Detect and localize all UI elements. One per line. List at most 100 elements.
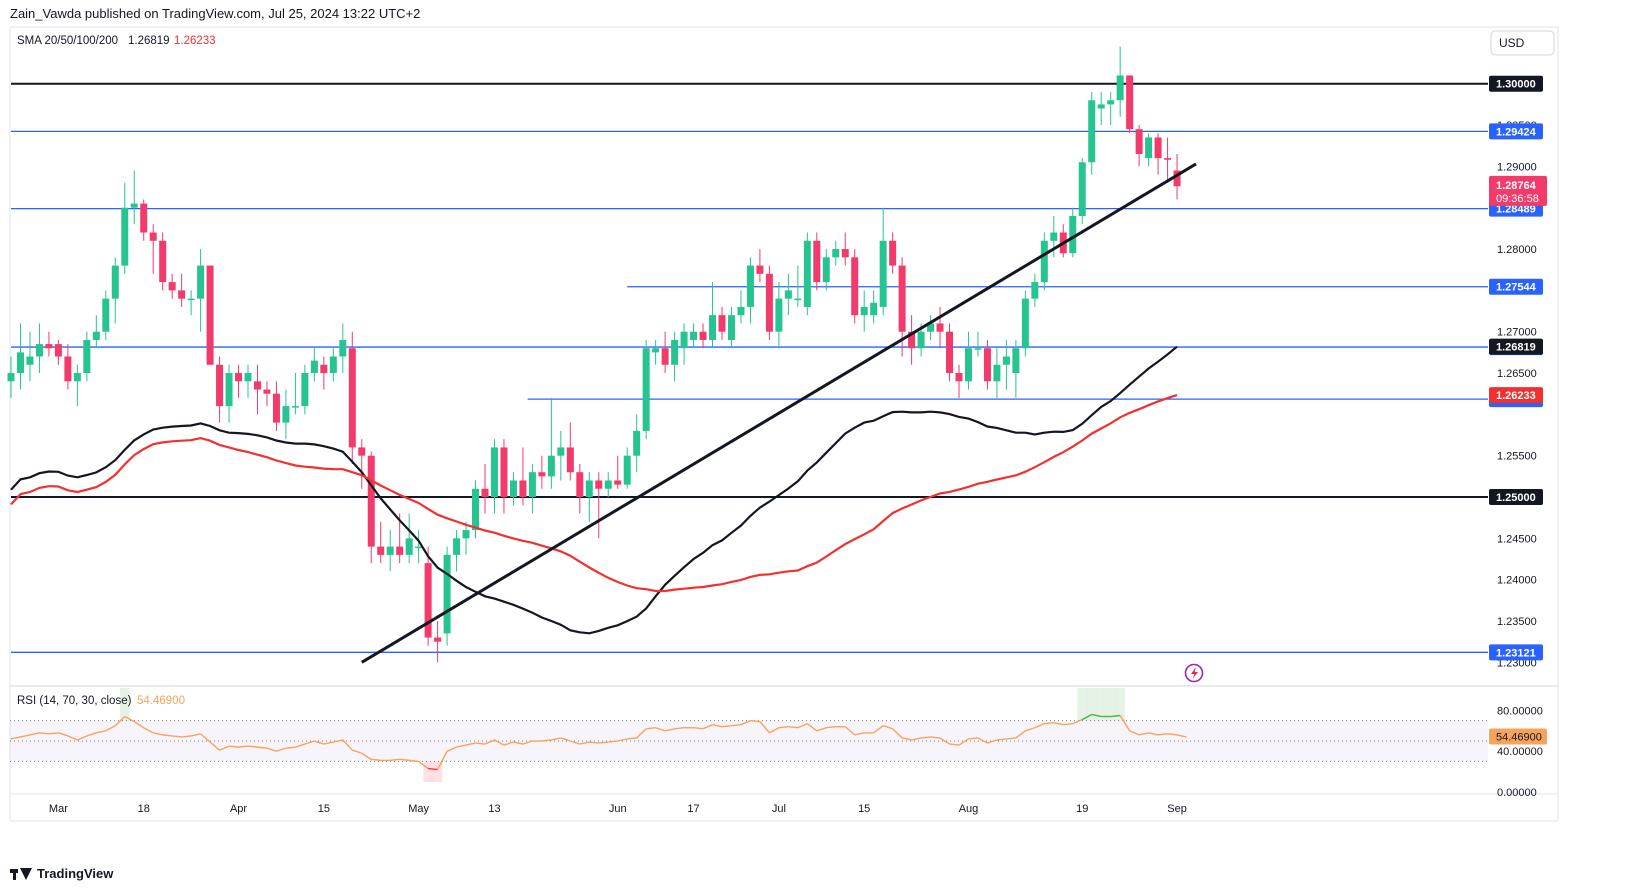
rsi-line-segment bbox=[901, 737, 912, 741]
last-price-label: 1.28764 bbox=[1496, 180, 1537, 192]
rsi-value-badge: 54.46900 bbox=[1496, 731, 1542, 743]
horizontal-levels bbox=[11, 82, 1488, 653]
candle-body bbox=[699, 331, 707, 340]
candle-body bbox=[936, 323, 944, 332]
sma-200-label-bg bbox=[1489, 387, 1543, 404]
rsi-zone-highlight bbox=[1077, 688, 1088, 721]
candle-body bbox=[718, 315, 726, 332]
candle-body bbox=[1088, 100, 1096, 163]
rsi-line-segment bbox=[1063, 722, 1073, 726]
rsi-line-segment bbox=[598, 741, 609, 744]
candle-body bbox=[1173, 170, 1181, 187]
rsi-line-segment bbox=[200, 733, 211, 743]
candle-body bbox=[765, 273, 773, 332]
candle-body bbox=[709, 315, 717, 340]
candle-body bbox=[614, 480, 622, 485]
candle-body bbox=[64, 356, 72, 382]
candle-body bbox=[813, 240, 821, 283]
candle-body bbox=[1040, 240, 1048, 283]
price-tick-label: 1.28000 bbox=[1497, 244, 1537, 256]
rsi-line-segment bbox=[513, 741, 524, 745]
rsi-line-segment bbox=[172, 735, 182, 738]
candle-body bbox=[927, 323, 935, 332]
rsi-line-segment bbox=[96, 730, 106, 734]
candle-body bbox=[652, 348, 660, 353]
candle-body bbox=[500, 447, 508, 498]
candle-body bbox=[168, 282, 176, 291]
rsi-zone-highlight bbox=[119, 688, 130, 721]
candle-body bbox=[1012, 348, 1020, 374]
level-label: 1.29424 bbox=[1496, 126, 1537, 138]
candle-body bbox=[642, 348, 650, 431]
rsi-line-segment bbox=[617, 738, 628, 742]
candle-body bbox=[633, 430, 641, 456]
candle-body bbox=[216, 364, 224, 407]
candle-body bbox=[955, 373, 963, 382]
rsi-line-segment bbox=[750, 719, 760, 723]
usd-button[interactable] bbox=[1490, 30, 1555, 56]
candle-body bbox=[111, 265, 119, 299]
rsi-line-segment bbox=[153, 732, 163, 736]
candle-body bbox=[348, 348, 356, 448]
price-tick-label: 1.26500 bbox=[1497, 368, 1537, 380]
rsi-line-segment bbox=[86, 732, 97, 737]
time-tick-label: 17 bbox=[687, 803, 699, 815]
rsi-line-segment bbox=[1053, 721, 1064, 726]
rsi-zone-highlight bbox=[423, 761, 433, 782]
time-tick-label: Jun bbox=[609, 803, 627, 815]
rsi-line-segment bbox=[930, 736, 941, 739]
lightning-icon[interactable] bbox=[1184, 663, 1204, 683]
candle-body bbox=[358, 447, 366, 456]
time-tick-label: 15 bbox=[858, 803, 870, 815]
candle-body bbox=[1050, 232, 1058, 241]
sma-legend-label: SMA 20/50/100/200 bbox=[17, 35, 118, 47]
rsi-line-segment bbox=[494, 739, 505, 746]
rsi-line-segment bbox=[314, 740, 325, 745]
time-tick-label: 15 bbox=[318, 803, 330, 815]
rsi-line-segment bbox=[1006, 737, 1016, 740]
candle-body bbox=[1069, 215, 1077, 254]
candle-body bbox=[140, 203, 148, 233]
time-tick-label: Mar bbox=[49, 803, 68, 815]
rsi-line-segment bbox=[209, 741, 221, 751]
candle-body bbox=[443, 554, 451, 634]
candle-body bbox=[1116, 75, 1124, 101]
rsi-line-segment bbox=[418, 760, 429, 770]
candle-body bbox=[130, 203, 138, 208]
rsi-line-segment bbox=[436, 750, 448, 770]
candle-body bbox=[291, 406, 299, 408]
price-tick-label: 1.23000 bbox=[1497, 657, 1537, 669]
rsi-line-segment bbox=[428, 767, 438, 771]
rsi-line-segment bbox=[570, 740, 581, 745]
candle-body bbox=[538, 472, 546, 477]
candle-body bbox=[310, 360, 318, 374]
rsi-line-segment bbox=[295, 743, 306, 748]
candle-body bbox=[197, 265, 205, 299]
candle-body bbox=[45, 344, 53, 349]
rsi-line-segment bbox=[636, 728, 647, 739]
rsi-line-segment bbox=[390, 758, 400, 762]
candle-body bbox=[775, 298, 783, 332]
candle-body bbox=[585, 480, 593, 498]
candle-body bbox=[1078, 162, 1086, 216]
candle-body bbox=[272, 393, 280, 423]
rsi-line-segment bbox=[1091, 713, 1102, 718]
rsi-line-segment bbox=[712, 723, 723, 728]
candle-body bbox=[225, 373, 233, 407]
rsi-line-segment bbox=[323, 741, 334, 745]
candle-body bbox=[434, 637, 442, 642]
candle-body bbox=[367, 455, 375, 547]
level-label: 1.27544 bbox=[1496, 282, 1537, 294]
candle-body bbox=[424, 563, 432, 638]
candle-body bbox=[83, 339, 91, 374]
rsi-pane: 80.00000 40.00000 0.00000 54.46900 bbox=[10, 688, 1547, 799]
moving-averages bbox=[10, 345, 1178, 635]
rsi-line-segment bbox=[342, 739, 353, 751]
candle-body bbox=[121, 207, 129, 266]
rsi-line-segment bbox=[371, 758, 381, 762]
candle-body bbox=[822, 257, 830, 283]
rsi-line-segment bbox=[1110, 714, 1121, 718]
candle-body bbox=[490, 447, 498, 498]
rsi-line-segment bbox=[219, 745, 230, 751]
